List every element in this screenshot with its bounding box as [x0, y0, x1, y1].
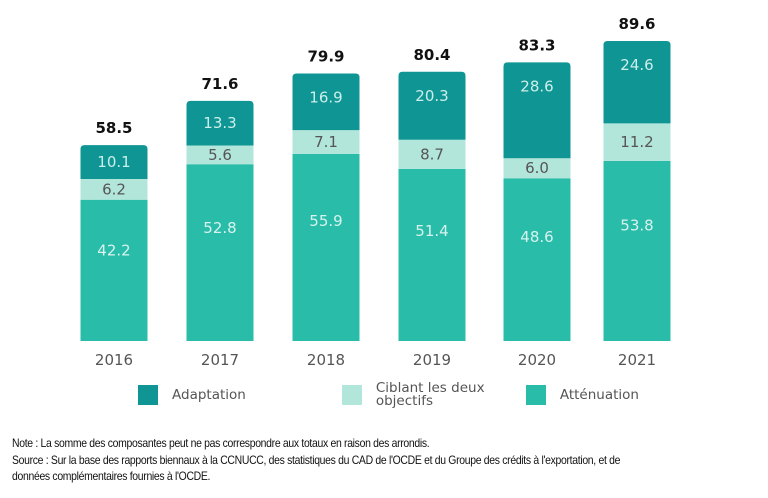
bar-segment-ciblant-les-deux-objectifs-2020 [503, 158, 571, 179]
legend-item-attenuation: Atténuation [525, 385, 639, 405]
data-label-adaptation-2016: 10.1 [97, 153, 130, 171]
bar-segment-att-nuation-2021 [603, 160, 671, 341]
data-label-att-nuation-2019: 51.4 [415, 222, 448, 240]
legend-swatch-adaptation [138, 385, 158, 405]
bar-segment-adaptation-2021 [603, 41, 671, 124]
x-tick-label-2017: 2017 [201, 351, 239, 369]
data-label-ciblant-les-deux-objectifs-2020: 6.0 [525, 159, 549, 177]
x-tick-label-2018: 2018 [307, 351, 345, 369]
data-label-ciblant-les-deux-objectifs-2016: 6.2 [102, 180, 126, 198]
total-label-2021: 89.6 [618, 15, 655, 33]
bar-segment-ciblant-les-deux-objectifs-2021 [603, 123, 671, 161]
bar-segment-adaptation-2017 [186, 100, 254, 146]
data-label-att-nuation-2018: 55.9 [309, 212, 342, 230]
total-label-2018: 79.9 [307, 47, 344, 65]
total-label-2020: 83.3 [518, 36, 555, 54]
bar-segment-att-nuation-2016 [80, 199, 148, 341]
data-label-att-nuation-2017: 52.8 [203, 219, 236, 237]
bar-segment-ciblant-les-deux-objectifs-2019 [398, 139, 466, 169]
bar-segment-adaptation-2019 [398, 71, 466, 140]
total-label-2016: 58.5 [95, 119, 132, 137]
source-text-line1: Source : Sur la base des rapports bienna… [12, 453, 621, 467]
data-label-adaptation-2020: 28.6 [520, 77, 553, 95]
bar-segment-adaptation-2020 [503, 62, 571, 159]
stacked-bar-chart: 42.2 6.2 10.1 58.5 2016 52.8 5.6 13.3 71.6 2017 55… [80, 15, 671, 369]
chart-notes: Note : La somme des composantes peut ne … [12, 436, 759, 486]
bar-segment-att-nuation-2020 [503, 178, 571, 341]
legend-label-both: Ciblant les deux objectifs [375, 380, 485, 409]
data-label-ciblant-les-deux-objectifs-2021: 11.2 [620, 133, 653, 151]
legend-label-attenuation: Atténuation [559, 386, 639, 403]
legend-swatch-both [341, 385, 362, 405]
legend-item-adaptation: Adaptation [138, 385, 246, 405]
legend-label-adaptation: Adaptation [172, 386, 246, 403]
source-text-line2: données complémentaires fournies à l'OCD… [12, 470, 211, 483]
data-label-att-nuation-2021: 53.8 [620, 217, 653, 235]
legend-swatch-attenuation [525, 385, 546, 405]
bar-segment-ciblant-les-deux-objectifs-2017 [186, 145, 254, 165]
bar-segment-adaptation-2016 [80, 145, 148, 179]
bar-segment-ciblant-les-deux-objectifs-2016 [80, 178, 148, 200]
data-label-ciblant-les-deux-objectifs-2017: 5.6 [208, 146, 232, 164]
legend-item-both: Ciblant les deux objectifs [341, 380, 486, 409]
bar-segment-adaptation-2018 [292, 73, 360, 131]
data-label-att-nuation-2016: 42.2 [97, 242, 130, 260]
bar-segment-att-nuation-2019 [398, 168, 466, 341]
data-label-adaptation-2019: 20.3 [415, 87, 448, 105]
data-label-adaptation-2021: 24.6 [620, 56, 653, 74]
total-label-2019: 80.4 [413, 46, 450, 64]
note-text: Note : La somme des composantes peut ne … [12, 437, 430, 450]
bar-segment-ciblant-les-deux-objectifs-2018 [292, 130, 360, 154]
data-label-att-nuation-2020: 48.6 [520, 228, 553, 246]
data-label-ciblant-les-deux-objectifs-2018: 7.1 [314, 133, 338, 151]
x-tick-label-2019: 2019 [413, 351, 451, 369]
data-label-ciblant-les-deux-objectifs-2019: 8.7 [420, 145, 444, 163]
bar-segment-att-nuation-2017 [186, 164, 254, 341]
x-tick-label-2020: 2020 [518, 351, 556, 369]
x-tick-label-2016: 2016 [95, 351, 133, 369]
data-label-adaptation-2017: 13.3 [203, 114, 236, 132]
bar-segment-att-nuation-2018 [292, 153, 360, 341]
data-label-adaptation-2018: 16.9 [309, 88, 342, 106]
legend: Adaptation Ciblant les deux objectifs At… [138, 380, 679, 409]
total-label-2017: 71.6 [201, 75, 238, 93]
x-tick-label-2021: 2021 [618, 351, 656, 369]
